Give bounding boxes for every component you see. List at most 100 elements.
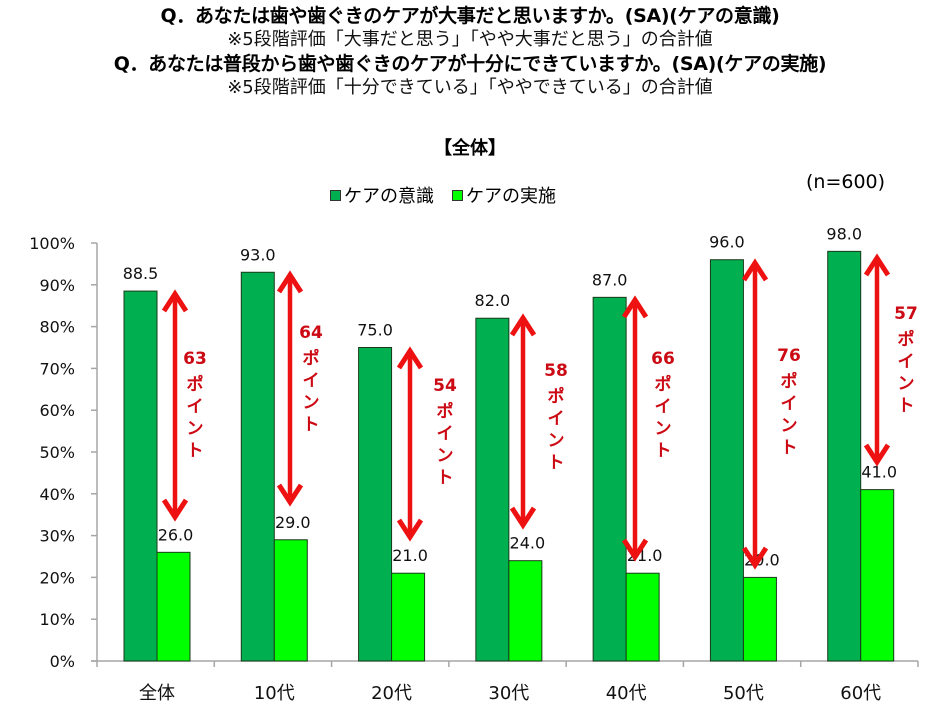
- question-awareness: Q．あなたは歯や歯ぐきのケアが大事だと思いますか。(SA)(ケアの意識): [160, 5, 780, 27]
- gap-unit-char: ン: [898, 374, 915, 394]
- x-category-label: 60代: [840, 683, 881, 704]
- gap-value: 54: [433, 376, 457, 396]
- gap-unit-char: イ: [437, 424, 454, 444]
- gap-unit-char: ポ: [187, 374, 204, 395]
- gap-unit-char: イ: [187, 397, 204, 417]
- bar-practice: [391, 572, 426, 662]
- gap-value: 76: [777, 346, 801, 366]
- gap-unit-char: ポ: [898, 329, 915, 350]
- y-tick-label: 30%: [39, 527, 75, 546]
- gap-unit-char: ン: [303, 393, 320, 413]
- x-category-label: 全体: [139, 683, 175, 704]
- gap-unit-char: ト: [187, 441, 204, 461]
- gap-unit-char: ト: [898, 396, 915, 416]
- legend-item-practice: ケアの実施: [452, 182, 556, 208]
- value-label-awareness: 96.0: [709, 233, 745, 252]
- gap-unit-char: イ: [781, 394, 798, 414]
- legend-label-awareness: ケアの意識: [344, 186, 434, 207]
- gap-unit-char: イ: [655, 397, 672, 417]
- arrow-down-head-icon: [741, 546, 769, 570]
- bar-practice: [156, 551, 191, 662]
- gap-unit-char: ポ: [655, 374, 672, 395]
- gap-unit-char: ン: [655, 419, 672, 439]
- value-label-awareness: 93.0: [240, 245, 276, 264]
- y-tick-label: 20%: [39, 568, 75, 587]
- chart-title: 【全体】: [434, 138, 506, 159]
- arrow-down-head-icon: [276, 483, 304, 507]
- legend-label-practice: ケアの実施: [466, 186, 556, 207]
- gap-unit-char: ト: [781, 438, 798, 458]
- bar-awareness: [240, 271, 275, 662]
- arrow-up-head-icon: [276, 270, 304, 294]
- bars: 88.526.093.029.075.021.082.024.087.021.0…: [123, 224, 897, 662]
- x-category-label: 50代: [723, 683, 764, 704]
- gap-value: 58: [544, 361, 568, 381]
- value-label-practice: 26.0: [158, 525, 194, 544]
- value-label-awareness: 82.0: [475, 291, 511, 310]
- gap-unit-char: ト: [548, 453, 565, 473]
- chart-legend: ケアの意識 ケアの実施: [330, 182, 556, 208]
- x-category-label: 20代: [371, 683, 412, 704]
- bar-practice: [860, 489, 895, 662]
- value-label-awareness: 98.0: [826, 224, 862, 243]
- value-label-practice: 41.0: [861, 463, 897, 482]
- x-category-label: 30代: [488, 683, 529, 704]
- gap-unit-char: イ: [898, 352, 915, 372]
- arrow-down-head-icon: [509, 506, 537, 530]
- note-awareness: ※5段階評価「大事だと思う」「やや大事だと思う」の合計値: [227, 29, 713, 50]
- gap-unit-char: ン: [187, 419, 204, 439]
- arrow-up-head-icon: [161, 289, 189, 313]
- value-label-awareness: 87.0: [592, 270, 628, 289]
- arrow-up-head-icon: [863, 253, 891, 277]
- value-label-practice: 29.0: [275, 513, 311, 532]
- gap-unit-char: ポ: [437, 401, 454, 422]
- y-axis: 0% 10% 20% 30% 40% 50% 60% 70% 80% 90% 100%: [29, 234, 98, 671]
- gap-unit-char: ト: [655, 441, 672, 461]
- x-category-label: 10代: [254, 683, 295, 704]
- x-category-label: 40代: [606, 683, 647, 704]
- arrow-down-head-icon: [621, 538, 649, 562]
- bar-awareness: [592, 296, 627, 662]
- arrow-down-head-icon: [396, 518, 424, 542]
- gap-arrows: 63ポイント64ポイント54ポイント58ポイント66ポイント76ポイント57ポイ…: [161, 253, 918, 570]
- arrow-up-head-icon: [396, 346, 424, 370]
- value-label-awareness: 88.5: [123, 264, 159, 283]
- gap-unit-char: イ: [303, 371, 320, 391]
- bar-awareness: [827, 250, 862, 662]
- value-label-practice: 24.0: [510, 534, 546, 553]
- gap-unit-char: ポ: [781, 371, 798, 392]
- bar-awareness: [358, 347, 393, 662]
- bar-awareness: [475, 317, 510, 662]
- gap-value: 64: [299, 323, 323, 343]
- arrow-down-head-icon: [863, 443, 891, 467]
- y-tick-label: 70%: [39, 359, 75, 378]
- gap-unit-char: ン: [437, 446, 454, 466]
- bar-practice: [742, 576, 777, 662]
- y-tick-label: 100%: [29, 234, 75, 253]
- legend-item-awareness: ケアの意識: [330, 182, 434, 208]
- legend-swatch-awareness-icon: [330, 189, 341, 201]
- note-practice: ※5段階評価「十分できている」「ややできている」の合計値: [227, 77, 713, 98]
- value-label-awareness: 75.0: [357, 321, 393, 340]
- chart-header: Q．あなたは歯や歯ぐきのケアが大事だと思いますか。(SA)(ケアの意識) ※5段…: [0, 4, 940, 100]
- y-tick-label: 0%: [50, 652, 75, 671]
- arrow-up-head-icon: [509, 313, 537, 337]
- gap-unit-char: イ: [548, 409, 565, 429]
- gap-value: 66: [651, 349, 675, 369]
- gap-unit-char: ポ: [303, 348, 320, 369]
- arrow-up-head-icon: [741, 258, 769, 282]
- gap-unit-char: ン: [781, 416, 798, 436]
- bar-awareness: [709, 259, 744, 662]
- sample-size: (n=600): [806, 171, 886, 193]
- bar-practice: [625, 572, 660, 662]
- legend-swatch-practice-icon: [452, 189, 463, 201]
- bar-practice: [273, 539, 308, 662]
